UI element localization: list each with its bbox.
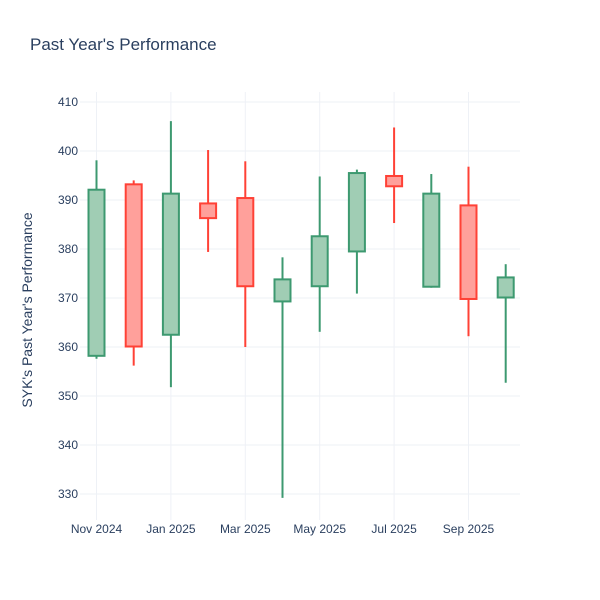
candle-body-down	[199, 202, 218, 220]
y-tick-label: 400	[58, 144, 78, 158]
y-tick-label: 350	[58, 389, 78, 403]
y-tick-label: 340	[58, 438, 78, 452]
candle-body-up	[87, 188, 106, 357]
candle-body-up	[496, 276, 515, 299]
candle-body-up	[422, 192, 441, 288]
x-tick-label: May 2025	[293, 522, 346, 536]
x-tick-label: Mar 2025	[220, 522, 271, 536]
candle	[310, 176, 329, 332]
candle-body-up	[310, 235, 329, 288]
candle	[161, 121, 180, 388]
y-axis-ticks: 330 340 350 360 370 380 390 400 410	[58, 95, 78, 501]
candle-body-up	[347, 172, 366, 253]
candle	[347, 169, 366, 294]
x-tick-label: Jul 2025	[371, 522, 417, 536]
grid-lines	[80, 92, 520, 520]
y-tick-label: 390	[58, 193, 78, 207]
candle	[199, 150, 218, 252]
y-tick-label: 370	[58, 291, 78, 305]
y-tick-label: 410	[58, 95, 78, 109]
candle-body-down	[236, 197, 255, 288]
y-axis-label: SYK's Past Year's Performance	[19, 212, 35, 407]
candle	[124, 180, 143, 366]
y-tick-label: 360	[58, 340, 78, 354]
candle-body-down	[459, 204, 478, 300]
candle	[496, 264, 515, 383]
x-axis-ticks: Nov 2024 Jan 2025 Mar 2025 May 2025 Jul 2025…	[71, 522, 495, 536]
candles	[87, 121, 515, 498]
x-tick-label: Sep 2025	[443, 522, 495, 536]
x-tick-label: Nov 2024	[71, 522, 123, 536]
candle-body-down	[124, 183, 143, 348]
candle	[273, 257, 292, 498]
y-tick-label: 380	[58, 242, 78, 256]
candle	[236, 161, 255, 347]
candle	[459, 166, 478, 337]
candle	[422, 174, 441, 288]
y-tick-label: 330	[58, 487, 78, 501]
candle-body-up	[273, 278, 292, 303]
candle	[385, 127, 404, 224]
candle-body-down	[385, 174, 404, 188]
candle	[87, 160, 106, 359]
x-tick-label: Jan 2025	[146, 522, 196, 536]
candle-body-up	[161, 192, 180, 336]
chart-title: Past Year's Performance	[30, 35, 217, 54]
